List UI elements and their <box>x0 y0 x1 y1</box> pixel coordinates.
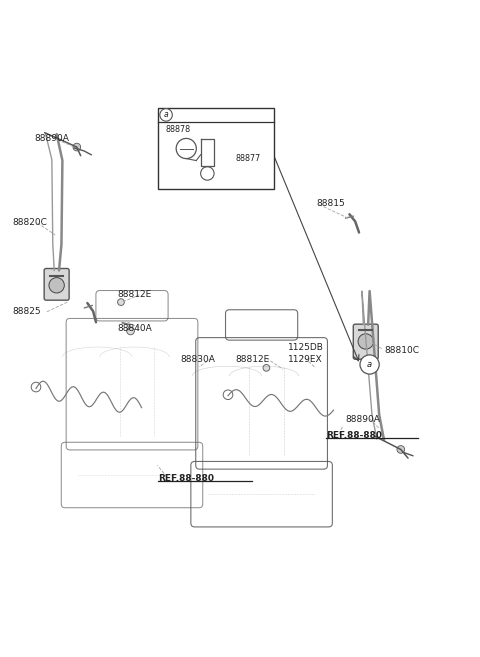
FancyBboxPatch shape <box>353 324 378 359</box>
Text: 88815: 88815 <box>317 199 346 208</box>
Text: 1125DB: 1125DB <box>288 343 324 352</box>
Circle shape <box>397 445 405 453</box>
Text: 88890A: 88890A <box>35 135 70 143</box>
Circle shape <box>73 143 81 151</box>
Circle shape <box>118 299 124 306</box>
Text: 88840A: 88840A <box>118 324 152 333</box>
Text: REF.88-880: REF.88-880 <box>326 430 383 440</box>
Bar <box>158 108 274 189</box>
Text: REF.88-880: REF.88-880 <box>158 474 215 483</box>
Circle shape <box>263 365 270 371</box>
Text: 88825: 88825 <box>12 307 41 316</box>
Text: a: a <box>164 110 168 120</box>
Text: 88890A: 88890A <box>346 415 381 424</box>
FancyBboxPatch shape <box>44 269 69 300</box>
Text: a: a <box>367 360 372 369</box>
Circle shape <box>160 108 172 121</box>
Text: 88877: 88877 <box>235 154 261 162</box>
Text: 88812E: 88812E <box>118 290 152 300</box>
Text: 88878: 88878 <box>166 125 191 134</box>
Text: 88810C: 88810C <box>384 346 419 355</box>
Text: 88812E: 88812E <box>235 355 269 364</box>
Text: 1129EX: 1129EX <box>288 355 323 364</box>
Circle shape <box>360 355 379 374</box>
Text: 88820C: 88820C <box>12 218 47 227</box>
Text: 88830A: 88830A <box>180 355 215 364</box>
Circle shape <box>358 334 373 349</box>
Circle shape <box>127 327 134 334</box>
Circle shape <box>49 278 64 293</box>
